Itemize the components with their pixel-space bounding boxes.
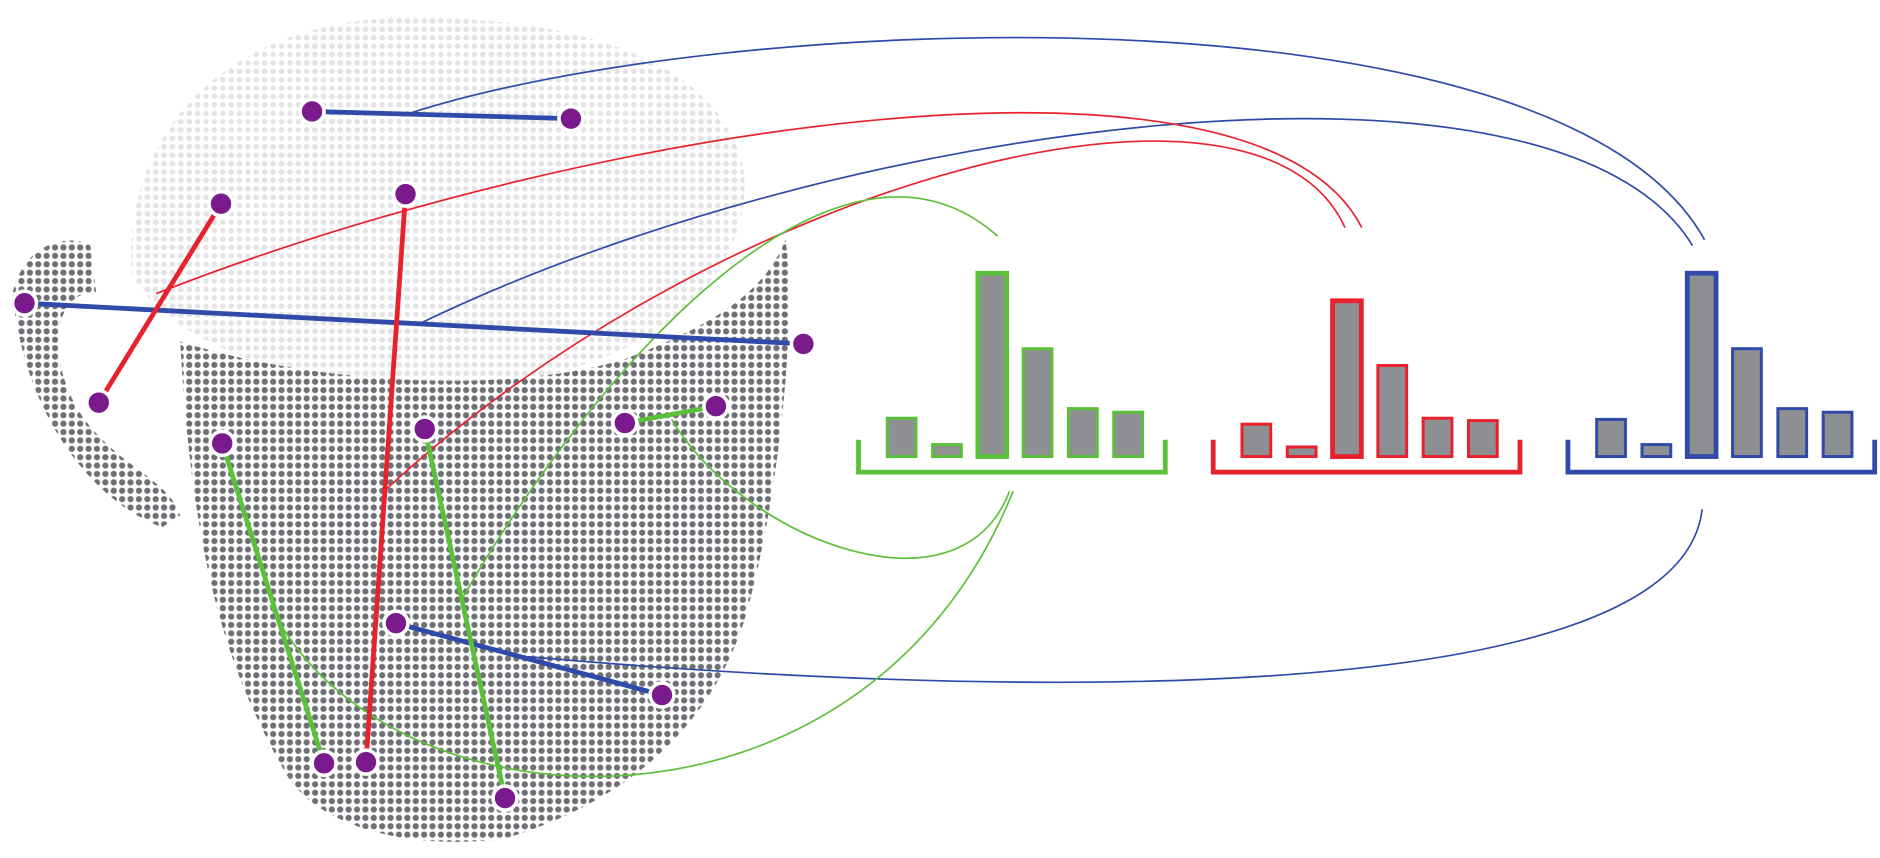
histogram-bar <box>975 270 1010 459</box>
red-curve <box>155 112 1363 295</box>
pair-line <box>219 442 327 765</box>
keypoint <box>648 681 676 709</box>
blue-curve <box>527 509 1703 684</box>
histogram-bar <box>1776 407 1809 459</box>
keypoint <box>207 189 235 218</box>
keypoint <box>382 609 410 637</box>
pair-line <box>96 202 224 404</box>
pair-line <box>312 109 571 122</box>
histogram-axis <box>856 439 1168 475</box>
mug-body <box>180 239 790 842</box>
keypoint <box>702 392 730 421</box>
keypoint <box>789 330 818 358</box>
histogram-bar <box>1285 445 1318 459</box>
histogram-bar <box>1595 417 1627 459</box>
blue-curve <box>407 36 1706 241</box>
mug-rim <box>131 17 745 388</box>
pair-line <box>363 193 408 763</box>
histogram-bar <box>885 416 918 459</box>
green-curve <box>461 196 999 600</box>
histogram-bar <box>1376 363 1409 459</box>
connectors <box>155 36 1706 778</box>
keypoint <box>391 180 420 208</box>
histogram-bar <box>1021 347 1054 459</box>
green-curve <box>670 418 1011 559</box>
keypoint <box>410 415 439 443</box>
keypoint <box>84 388 113 417</box>
histogram-axis <box>1565 439 1878 475</box>
mug-handle <box>12 240 181 528</box>
keypoint <box>298 97 326 126</box>
keypoint <box>491 784 519 812</box>
histogram-bar <box>1466 419 1499 459</box>
keypoint <box>611 409 639 437</box>
histogram-bar <box>1731 347 1763 459</box>
keypoints <box>10 97 818 812</box>
histogram-bar <box>1421 416 1454 459</box>
keypoint <box>557 104 585 133</box>
blue-curve <box>419 117 1694 325</box>
pair-line <box>624 403 717 426</box>
histogram-axis <box>1210 439 1523 475</box>
keypoint <box>10 289 39 317</box>
histogram-bar <box>1240 422 1273 459</box>
point-cloud <box>12 17 790 842</box>
histogram-bar <box>1821 410 1854 459</box>
histogram-bar <box>1640 443 1673 459</box>
pair-line <box>422 428 508 799</box>
histogram-bar <box>1066 407 1099 459</box>
green-curve <box>269 490 1014 778</box>
histogram-bar <box>1684 270 1719 459</box>
histogram-bar <box>1330 298 1364 459</box>
keypoint <box>208 429 236 458</box>
keypoint <box>310 749 338 778</box>
histograms <box>856 270 1878 475</box>
pair-line <box>395 620 663 698</box>
point-pairs <box>24 109 804 799</box>
keypoint <box>352 748 380 776</box>
histogram-bar <box>931 443 963 459</box>
red-curve <box>383 140 1346 492</box>
histogram-bar <box>1112 410 1145 459</box>
